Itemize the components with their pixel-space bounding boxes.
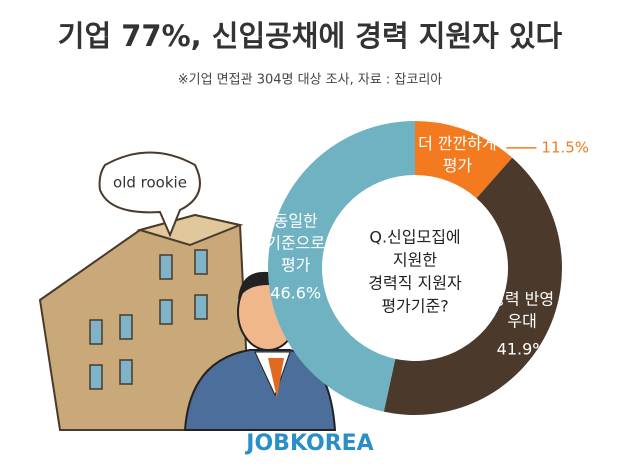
center-text: 지원한	[393, 251, 437, 270]
bubble-text: old rookie	[113, 174, 187, 192]
value-label: 11.5%	[541, 138, 589, 156]
slice-label: 경력 반영	[490, 290, 554, 309]
slice-label: 동일한	[274, 212, 318, 231]
slice-label: 기준으로	[266, 234, 325, 253]
slice-label: 우대	[507, 312, 536, 331]
center-hole	[324, 177, 506, 359]
brand-logo: JOBKOREA	[244, 431, 373, 456]
center-text: Q.신입모집에	[369, 228, 460, 247]
center-text: 평가기준?	[381, 297, 448, 316]
slice-label: 평가	[281, 256, 311, 275]
chart-title: 기업 77%, 신입공채에 경력 지원자 있다	[58, 19, 563, 53]
value-label: 41.9%	[497, 340, 548, 359]
pie-slice	[267, 120, 415, 412]
pie-slice	[383, 157, 562, 415]
pie-slice	[415, 121, 513, 199]
subtitle: ※기업 면접관 304명 대상 조사, 자료 : 잡코리아	[178, 73, 443, 88]
slice-label: 평가	[443, 156, 473, 175]
center-text: 경력직 지원자	[368, 274, 462, 293]
value-label: 46.6%	[270, 284, 321, 303]
slice-label: 더 깐깐하게	[418, 134, 497, 153]
